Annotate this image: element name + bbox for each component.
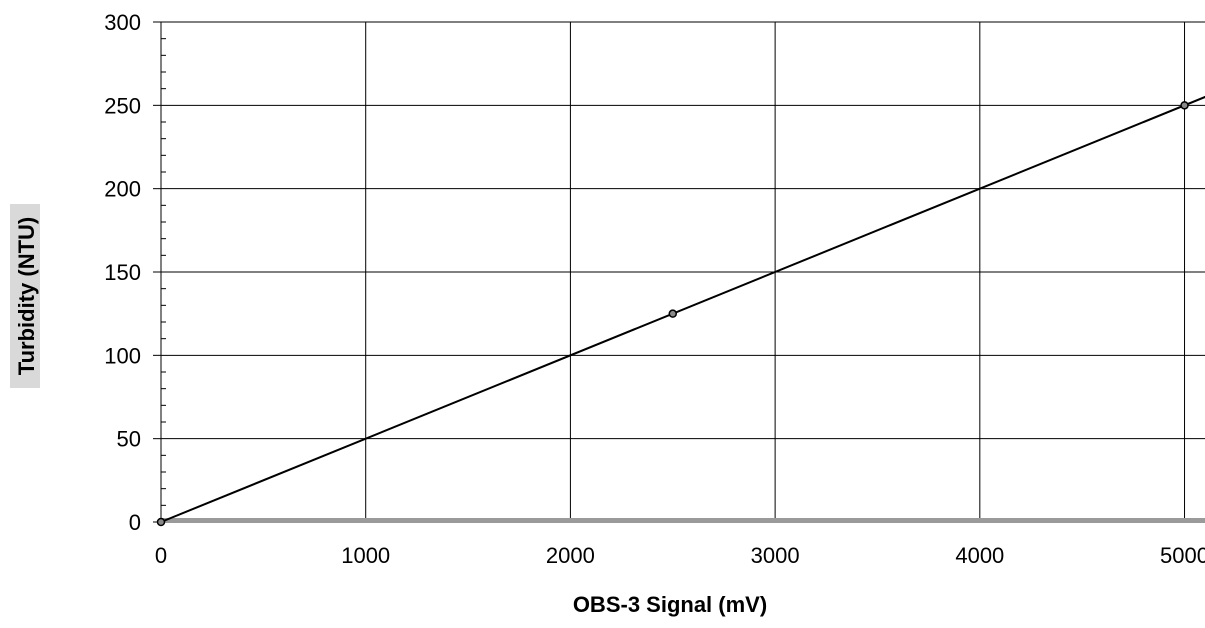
x-tick-label-4000: 4000 (955, 543, 1004, 568)
data-point-0-0 (156, 517, 166, 527)
y-tick-label-200: 200 (104, 177, 141, 202)
data-points (156, 101, 1189, 527)
x-tick-label-5000: 5000 (1160, 543, 1205, 568)
x-axis-title: OBS-3 Signal (mV) (573, 592, 767, 617)
x-tick-label-0: 0 (155, 543, 167, 568)
trendline-group (160, 95, 1205, 523)
data-point-0-2 (1180, 101, 1189, 110)
y-tick-label-100: 100 (104, 343, 141, 368)
x-tick-label-1000: 1000 (341, 543, 390, 568)
x-tick-label-2000: 2000 (546, 543, 595, 568)
y-axis-title-group: Turbidity (NTU) (10, 204, 40, 388)
x-tick-labels: 0 1000 2000 3000 4000 5000 (155, 543, 1205, 568)
y-tick-label-250: 250 (104, 93, 141, 118)
y-tick-label-300: 300 (104, 10, 141, 35)
y-axis-title-background (10, 204, 40, 388)
y-axis-title: Turbidity (NTU) (14, 217, 39, 375)
y-tick-label-50: 50 (117, 427, 141, 452)
y-tick-label-0: 0 (129, 510, 141, 535)
y-tick-label-150: 150 (104, 260, 141, 285)
trendline (160, 95, 1205, 523)
x-axis-band (161, 518, 1205, 523)
y-tick-labels: 0 50 100 150 200 250 300 (104, 10, 141, 535)
data-point-0-1 (668, 309, 678, 318)
x-tick-label-3000: 3000 (751, 543, 800, 568)
